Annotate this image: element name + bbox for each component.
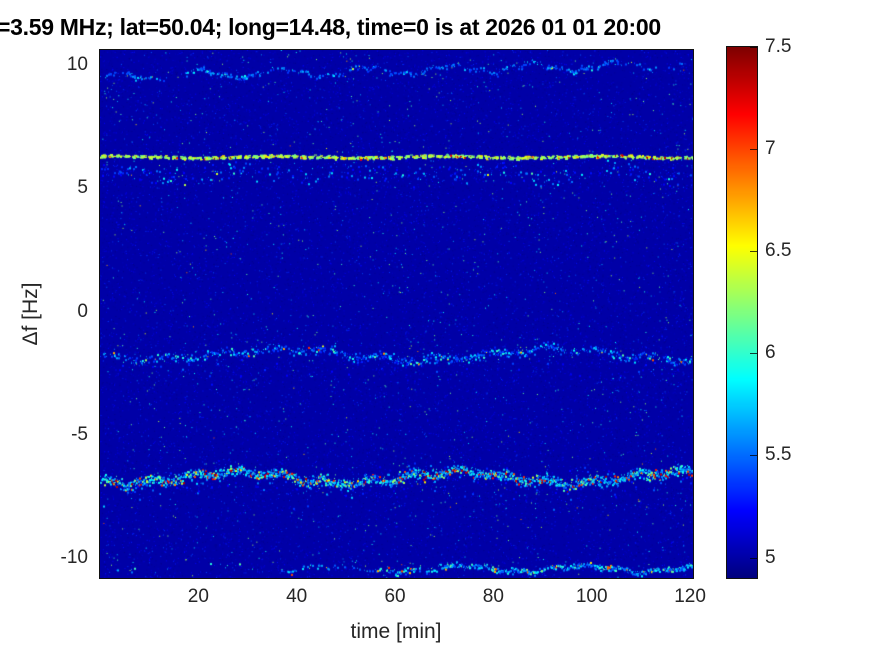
x-tick-label: 20: [187, 586, 209, 607]
x-tick-label: 60: [384, 586, 406, 607]
colorbar-tick-label: 6: [765, 342, 776, 364]
y-tick-label: -5: [71, 423, 88, 445]
y-tick-label: 10: [66, 53, 88, 75]
x-tick-label: 120: [674, 586, 706, 607]
colorbar-tick-mark: [750, 47, 757, 48]
colorbar-tick-mark: [750, 353, 757, 355]
heatmap-canvas: [99, 49, 694, 579]
x-axis-label: time [min]: [350, 620, 442, 643]
y-tick-label: 5: [77, 177, 88, 199]
plot-title: =3.59 MHz; lat=50.04; long=14.48, time=0…: [0, 14, 661, 40]
colorbar-tick-label: 7.5: [765, 36, 792, 57]
colorbar-tick-mark: [750, 557, 757, 559]
colorbar-tick-label: 5.5: [765, 444, 792, 466]
y-tick-label: 0: [77, 300, 88, 322]
x-tick-label: 100: [575, 586, 608, 607]
x-tick-label: 40: [286, 586, 308, 607]
colorbar-tick-mark: [750, 455, 757, 457]
colorbar-tick-label: 6.5: [765, 240, 792, 262]
colorbar-tick-label: 5: [765, 546, 776, 568]
y-tick-label: -10: [60, 547, 88, 569]
x-tick-label: 80: [482, 586, 504, 607]
colorbar-tick-mark: [750, 251, 757, 253]
colorbar-tick-label: 7: [765, 138, 776, 160]
colorbar-canvas: [726, 46, 758, 579]
colorbar-tick-mark: [750, 149, 757, 151]
